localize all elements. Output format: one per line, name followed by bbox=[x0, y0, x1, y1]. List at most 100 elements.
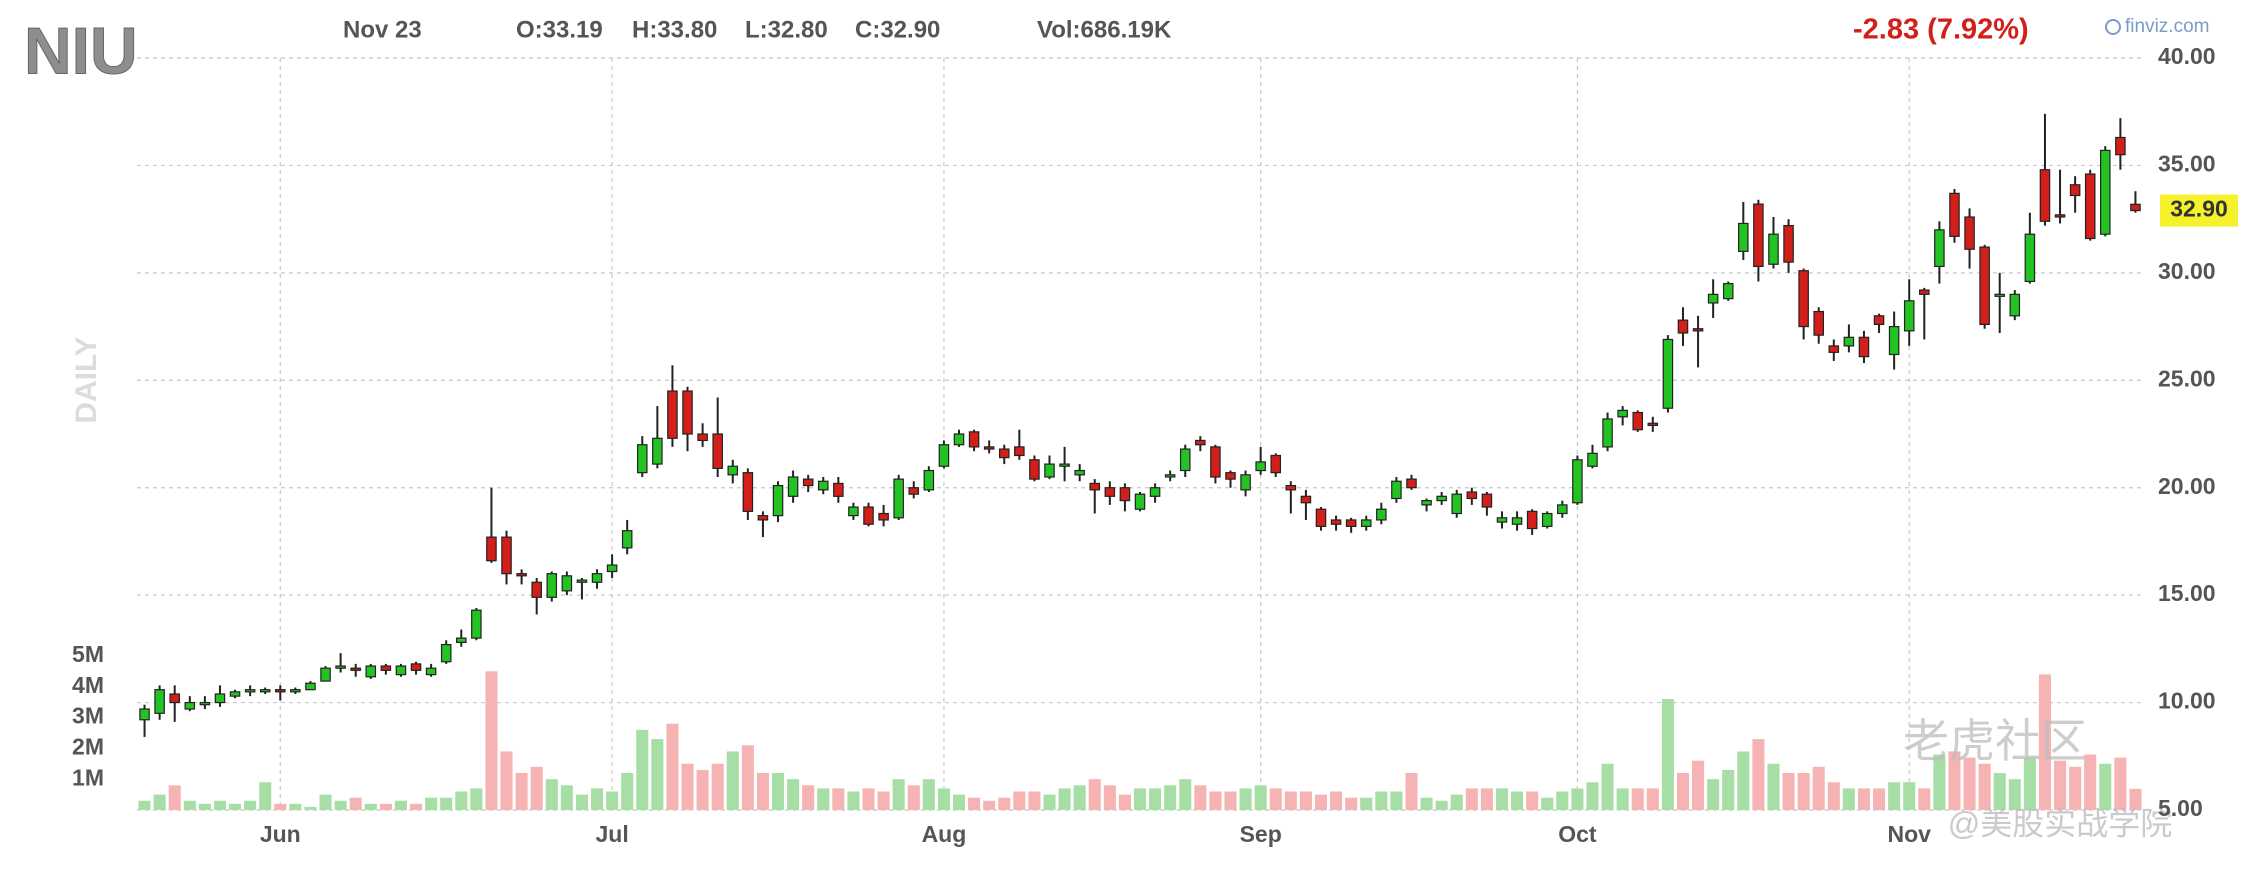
candle-body bbox=[621, 530, 633, 549]
volume-bar bbox=[787, 779, 800, 810]
candle-body bbox=[848, 506, 859, 517]
candle-body bbox=[2069, 184, 2081, 197]
period: DAILY bbox=[70, 336, 103, 423]
candle-body bbox=[139, 708, 150, 721]
volume-bar bbox=[1571, 788, 1584, 810]
candle-body bbox=[1858, 336, 1870, 358]
last-price: 32.90 bbox=[2170, 196, 2228, 222]
volume-bar bbox=[1767, 763, 1780, 810]
volume-bar bbox=[334, 800, 347, 810]
volume-bar bbox=[1375, 791, 1388, 810]
candle-body bbox=[1149, 487, 1161, 497]
candle-body bbox=[1813, 310, 1824, 336]
marks bbox=[138, 113, 2142, 810]
candle-body bbox=[350, 667, 361, 671]
candle-body bbox=[395, 665, 407, 676]
candle-body bbox=[1572, 459, 1583, 504]
candle-body bbox=[667, 390, 678, 439]
volume-bar bbox=[138, 800, 151, 810]
candle-body bbox=[501, 536, 512, 575]
volume-bar bbox=[1511, 791, 1524, 810]
volume-bar bbox=[379, 803, 392, 810]
candle-body bbox=[1511, 517, 1523, 525]
candle-body bbox=[878, 512, 889, 521]
candle-body bbox=[787, 476, 799, 497]
volume-bar bbox=[1465, 788, 1478, 810]
candle-body bbox=[1994, 293, 2005, 297]
volume-bar bbox=[1284, 791, 1297, 810]
y2-tick-label: 4M bbox=[72, 672, 104, 698]
candle-body bbox=[1164, 474, 1176, 478]
volume-bar bbox=[1752, 739, 1765, 810]
candle-body bbox=[1104, 487, 1116, 497]
y-tick-label: 25.00 bbox=[2158, 365, 2216, 391]
candle-body bbox=[1903, 300, 1915, 332]
y-tick-label: 15.00 bbox=[2158, 580, 2216, 606]
candle-body bbox=[290, 689, 301, 693]
candle-body bbox=[591, 573, 603, 583]
y-tick-label: 40.00 bbox=[2158, 43, 2216, 69]
volume-bar bbox=[198, 803, 211, 810]
volume-bar bbox=[2114, 757, 2127, 810]
volume-bar bbox=[1661, 699, 1674, 810]
volume-bar bbox=[1631, 788, 1644, 810]
volume-bar bbox=[2008, 779, 2021, 810]
volume-bar bbox=[1782, 773, 1795, 810]
volume-bar bbox=[289, 803, 302, 810]
y2-tick-label: 1M bbox=[72, 764, 104, 790]
volume-bar bbox=[1948, 751, 1961, 810]
x-tick-label: Aug bbox=[922, 821, 967, 847]
candle-body bbox=[1768, 233, 1779, 265]
volume-bar bbox=[606, 791, 619, 810]
volume-bar bbox=[545, 779, 558, 810]
volume-bar bbox=[651, 739, 664, 810]
volume-bar bbox=[998, 797, 1011, 810]
candle-body bbox=[938, 444, 950, 467]
volume-bar bbox=[1450, 794, 1463, 810]
volume-bar bbox=[983, 800, 996, 810]
y-tick-label: 5.00 bbox=[2158, 795, 2203, 821]
volume-bar bbox=[319, 794, 332, 810]
volume-bar bbox=[2038, 674, 2051, 810]
volume-bar bbox=[1797, 773, 1810, 810]
volume-bar bbox=[1194, 785, 1207, 810]
candle-body bbox=[1014, 446, 1025, 457]
volume-label: Vol:686.19K bbox=[1037, 16, 1172, 43]
candle-body bbox=[531, 581, 542, 598]
volume-bar bbox=[1299, 791, 1312, 810]
candle-body bbox=[1300, 495, 1312, 504]
candle-body bbox=[1541, 512, 1553, 527]
y2-tick-label: 2M bbox=[72, 733, 104, 759]
candle-body bbox=[335, 665, 346, 669]
candle-body bbox=[1421, 500, 1432, 506]
candle-body bbox=[1195, 439, 1206, 446]
volume-bar bbox=[696, 769, 709, 810]
volume-bar bbox=[500, 751, 513, 810]
volume-bar bbox=[862, 788, 875, 810]
volume-bar bbox=[455, 791, 468, 810]
volume-bar bbox=[1827, 782, 1840, 810]
candle-body bbox=[471, 609, 482, 639]
candle-body bbox=[1692, 328, 1704, 332]
volume-bar bbox=[229, 803, 242, 810]
candle-body bbox=[1496, 517, 1508, 523]
candle-body bbox=[1134, 493, 1146, 510]
x-tick-label: Jul bbox=[595, 821, 628, 847]
source[interactable]: finviz.com bbox=[2125, 16, 2209, 37]
volume-bar bbox=[1903, 782, 1916, 810]
candle-body bbox=[1873, 315, 1885, 326]
candle-body bbox=[1179, 448, 1191, 472]
candle-body bbox=[2039, 169, 2051, 222]
candle-body bbox=[229, 691, 241, 697]
candle-body bbox=[1315, 508, 1327, 527]
candle-body bbox=[1210, 446, 1221, 478]
volume-bar bbox=[1676, 773, 1690, 810]
candle-body bbox=[893, 478, 904, 519]
volume-bar bbox=[681, 763, 694, 810]
volume-bar bbox=[1541, 797, 1554, 810]
volume-bar bbox=[1254, 785, 1267, 810]
candle-body bbox=[576, 579, 588, 583]
volume-bar bbox=[274, 803, 287, 810]
volume-bar bbox=[892, 779, 905, 810]
candle-body bbox=[1285, 484, 1297, 491]
